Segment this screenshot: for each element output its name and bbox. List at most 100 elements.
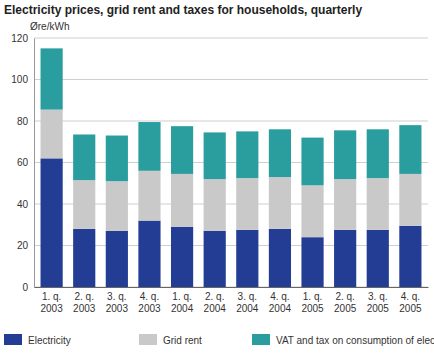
bar-segment [367,230,389,287]
bar-segment [399,125,421,174]
bar-segment [399,174,421,226]
series [41,110,422,238]
bar-segment [334,130,356,179]
x-tick: 2. q.2004 [204,287,227,314]
x-tick: 2. q.2005 [334,287,357,314]
legend-label: Electricity [28,335,71,346]
x-tick: 1. q.2005 [301,287,324,314]
x-tick-label: 2. q.2005 [334,291,357,314]
x-axis-line [35,287,429,288]
x-tick: 4. q.2004 [269,287,292,314]
bar-segment [367,178,389,230]
grid [34,38,428,287]
bar-segment [138,122,160,171]
x-tick: 1. q.2003 [40,287,63,314]
series [41,48,422,185]
bar-segment [73,134,95,180]
x-tick-label: 4. q.2003 [138,291,161,314]
bar-segment [41,110,63,159]
bar-segment [106,231,128,287]
x-tick: 2. q.2003 [73,287,96,314]
grid-line [34,38,428,39]
bar-segment [171,126,193,174]
y-tick: 60 [17,157,34,168]
bar-segment [269,229,291,287]
legend-item: Grid rent [139,334,202,346]
bar-segment [269,129,291,177]
x-tick-label: 3. q.2005 [367,291,390,314]
x-tick: 4. q.2003 [138,287,161,314]
y-tick-label: 80 [17,116,29,127]
x-axis: 1. q.2003 2. q.2003 3. q.2003 4. q.2003 1. q… [35,287,429,314]
legend-swatch [139,334,157,345]
y-tick-label: 20 [17,240,29,251]
bar-segment [204,132,226,179]
title: Electricity prices, grid rent and taxes … [4,3,362,17]
bar-segment [106,181,128,231]
y-tick: 120 [11,33,34,44]
y-axis: 0 20 40 60 80 100 120 [11,33,34,293]
legend-item: VAT and tax on consumption of electricit… [252,334,434,346]
chart-container: Electricity prices, grid rent and taxes … [0,0,434,354]
x-tick: 3. q.2005 [367,287,390,314]
chart: Electricity prices, grid rent and taxes … [0,0,434,354]
legend-item: Electricity [4,334,71,346]
y-tick: 100 [11,74,34,85]
y-tick: 40 [17,199,34,210]
bar-segment [334,230,356,287]
bar-segment [236,178,258,230]
legend-swatch [252,334,270,345]
bar-segment [41,48,63,109]
x-tick-label: 1. q.2005 [301,291,324,314]
y-tick: 20 [17,240,34,251]
bar-segment [41,158,63,287]
bar-segment [171,174,193,227]
bar-segment [334,179,356,230]
x-tick-label: 2. q.2003 [73,291,96,314]
bar-segment [399,226,421,287]
x-tick: 1. q.2004 [171,287,194,314]
x-tick-label: 4. q.2005 [399,291,422,314]
y-tick-label: 40 [17,199,29,210]
bar-segment [171,227,193,287]
y-tick: 80 [17,116,34,127]
bar-segment [301,185,323,237]
legend-label: Grid rent [163,335,202,346]
y-tick-label: 0 [22,282,28,293]
bar-segment [236,131,258,178]
bar-segment [106,136,128,182]
bar-segment [204,179,226,231]
legend-swatch [4,334,22,345]
grid-line [34,121,428,122]
bar-segment [301,237,323,287]
y-tick-label: 100 [11,74,28,85]
y-tick: 0 [22,282,34,293]
x-tick-label: 1. q.2004 [171,291,194,314]
bar-segment [367,129,389,178]
grid-line [34,79,428,80]
bar-segment [73,180,95,229]
x-tick: 3. q.2003 [106,287,129,314]
bar-segment [138,171,160,221]
x-tick-label: 3. q.2004 [236,291,259,314]
bar-segment [236,230,258,287]
legend: Electricity Grid rent VAT and tax on consu… [4,334,434,346]
bar-segment [301,138,323,186]
legend-label: VAT and tax on consumption of electricit… [276,335,434,346]
y-axis-label: Øre/kWh [30,21,69,32]
x-tick-label: 2. q.2004 [204,291,227,314]
plot: 0 20 40 60 80 100 120 1. q.2003 2. q.2003 3. q.20… [11,33,428,314]
bar-segment [269,177,291,229]
series [41,158,422,287]
bar-segment [138,221,160,287]
bars [41,48,422,287]
y-axis-line [34,39,35,288]
x-tick-label: 3. q.2003 [106,291,129,314]
bar-segment [73,229,95,287]
y-tick-label: 60 [17,157,29,168]
x-tick-label: 1. q.2003 [40,291,63,314]
bar-segment [204,231,226,287]
x-tick: 4. q.2005 [399,287,422,314]
x-tick-label: 4. q.2004 [269,291,292,314]
y-tick-label: 120 [11,33,28,44]
